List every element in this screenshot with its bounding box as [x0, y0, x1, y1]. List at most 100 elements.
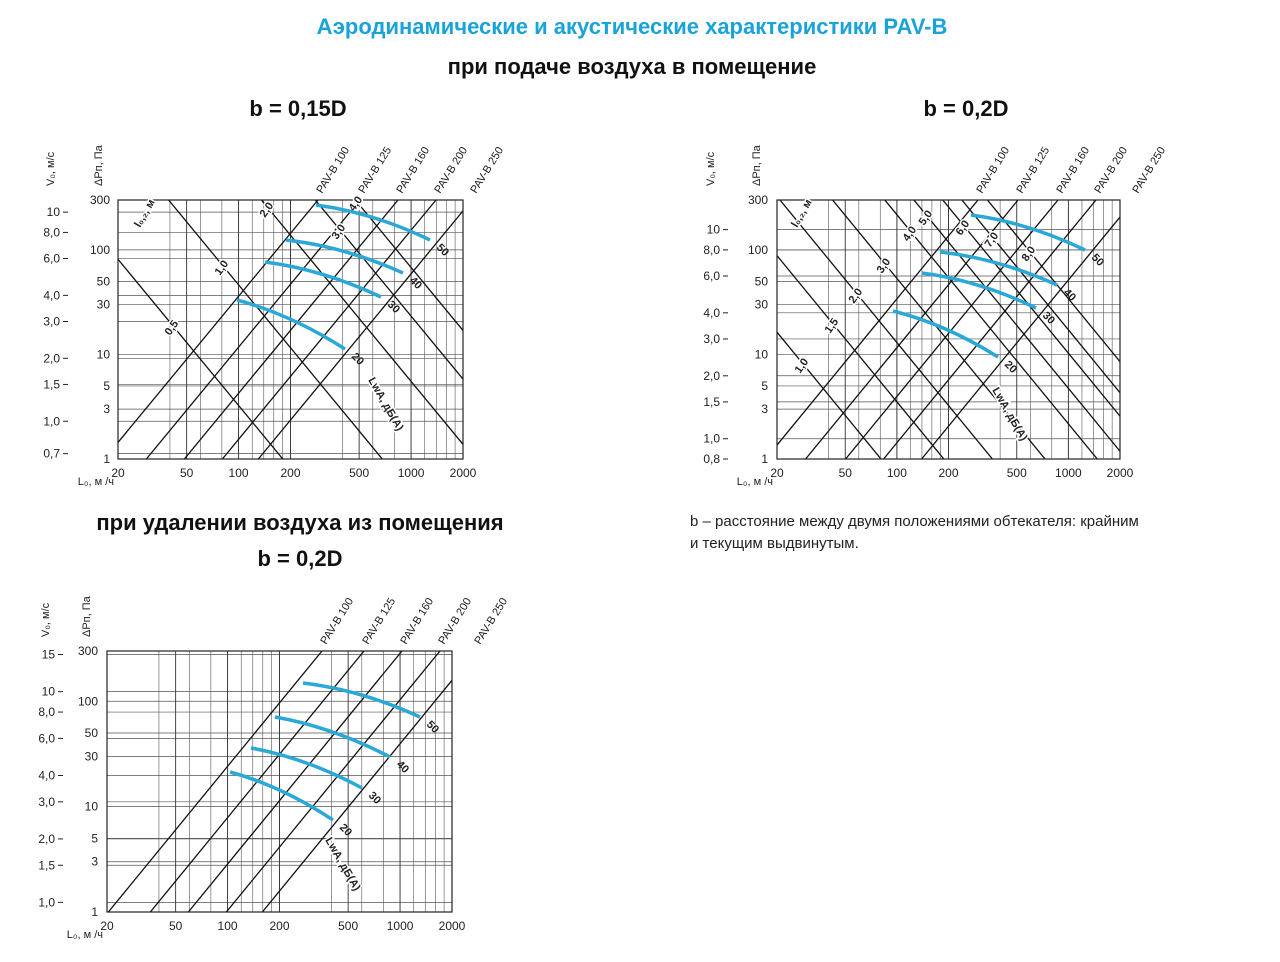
throw-line	[913, 200, 1120, 453]
l-tick-label: 1000	[398, 466, 425, 480]
throw-title: l₀,₂, м	[789, 197, 815, 229]
l-tick-label: 500	[1007, 466, 1027, 480]
p-tick-label: 3	[761, 402, 768, 416]
v-tick-label: 4,0	[38, 768, 55, 782]
note-line: и текущим выдвинутым.	[690, 535, 859, 552]
throw-label: 1,0	[793, 356, 812, 375]
model-line	[118, 200, 319, 444]
l-axis-title: L₀, м /ч	[67, 929, 103, 941]
model-line	[261, 679, 452, 912]
model-line	[225, 651, 441, 912]
l-tick-label: 100	[218, 919, 238, 933]
p-tick-label: 300	[748, 193, 768, 207]
v-tick-label: 3,0	[43, 314, 60, 328]
noise-label: 40	[394, 759, 411, 776]
noise-label: 20	[337, 822, 354, 839]
title: Аэродинамические и акустические характер…	[317, 14, 948, 39]
noise-curve	[970, 213, 1086, 252]
noise-title: LwA, дБ(A)	[989, 386, 1029, 444]
v-tick-label: 10	[707, 223, 721, 237]
v-tick-label: 1,0	[43, 414, 60, 428]
plot-frame	[776, 199, 1121, 460]
throw-label: 7,0	[983, 230, 1002, 249]
plot-area	[777, 200, 1120, 459]
p-tick-label: 50	[755, 274, 769, 288]
model-label: PAV-B 250	[468, 145, 506, 196]
throw-line	[777, 254, 945, 459]
model-label: PAV-B 200	[1092, 145, 1130, 196]
v-tick-label: 1,5	[38, 858, 55, 872]
v-tick-label: 4,0	[703, 306, 720, 320]
l-tick-label: 50	[169, 919, 183, 933]
l-tick-label: 20	[111, 466, 125, 480]
noise-title: LwA, дБ(A)	[322, 836, 362, 894]
model-label: PAV-B 100	[318, 596, 356, 647]
v-tick-label: 0,7	[43, 447, 60, 461]
v-tick-label: 4,0	[43, 288, 60, 302]
model-label: PAV-B 250	[472, 596, 510, 647]
model-label: PAV-B 100	[314, 145, 352, 196]
model-label: PAV-B 125	[1014, 145, 1052, 196]
model-line	[187, 651, 403, 912]
p-tick-label: 5	[103, 379, 110, 393]
throw-line	[941, 200, 1120, 418]
v-tick-label: 0,8	[703, 452, 720, 466]
throw-line	[779, 200, 994, 459]
l-tick-label: 500	[349, 466, 369, 480]
p-tick-label: 30	[755, 298, 769, 312]
plot-frame	[106, 650, 453, 913]
v-tick-label: 1,5	[703, 395, 720, 409]
v-tick-label: 1,0	[703, 432, 720, 446]
throw-label: 6,0	[954, 218, 973, 237]
model-line	[183, 200, 399, 459]
p-axis-title: ΔPп, Па	[751, 144, 763, 186]
throw-line	[961, 200, 1120, 394]
p-tick-label: 100	[78, 694, 98, 708]
l-tick-label: 50	[839, 466, 853, 480]
l-tick-label: 200	[280, 466, 300, 480]
model-line	[777, 200, 979, 447]
v-tick-label: 6,0	[43, 252, 60, 266]
noise-label: 20	[349, 351, 366, 368]
throw-line	[354, 200, 463, 332]
throw-line	[883, 200, 1099, 459]
throw-label: 1,0	[213, 258, 232, 277]
panel-heading: b = 0,2D	[924, 96, 1009, 121]
throw-line	[777, 331, 882, 459]
throw-line	[260, 200, 463, 446]
v-tick-label: 15	[42, 648, 56, 662]
p-tick-label: 3	[103, 402, 110, 416]
throw-label: 4,0	[901, 224, 920, 243]
throw-line	[986, 200, 1120, 363]
noise-curve	[921, 271, 1037, 310]
throw-line	[118, 258, 284, 459]
v-tick-label: 10	[42, 685, 56, 699]
throw-label: 8,0	[1020, 244, 1039, 263]
noise-label: 30	[366, 790, 383, 807]
section-title: при удалении воздуха из помещения	[96, 510, 503, 535]
l-tick-label: 500	[338, 919, 358, 933]
panel-heading: b = 0,15D	[249, 96, 346, 121]
noise-label: 40	[407, 275, 424, 292]
model-line	[805, 200, 1019, 459]
throw-label: 2,0	[847, 286, 866, 305]
model-label: PAV-B 160	[1054, 145, 1092, 196]
v-tick-label: 8,0	[703, 243, 720, 257]
p-tick-label: 1	[91, 905, 98, 919]
note-line: b – расстояние между двумя положениями о…	[690, 513, 1139, 530]
p-tick-label: 300	[78, 644, 98, 658]
throw-label: 3,0	[330, 222, 349, 241]
v-tick-label: 2,0	[38, 832, 55, 846]
model-label: PAV-B 100	[974, 145, 1012, 196]
model-line	[921, 216, 1120, 459]
noise-curve	[229, 770, 334, 822]
noise-curve	[302, 681, 421, 719]
p-tick-label: 5	[91, 831, 98, 845]
v-tick-label: 6,0	[38, 731, 55, 745]
model-label: PAV-B 200	[432, 145, 470, 196]
v-tick-label: 6,0	[703, 269, 720, 283]
model-line	[221, 200, 437, 459]
subtitle: при подаче воздуха в помещение	[448, 54, 817, 79]
model-line	[145, 200, 361, 459]
